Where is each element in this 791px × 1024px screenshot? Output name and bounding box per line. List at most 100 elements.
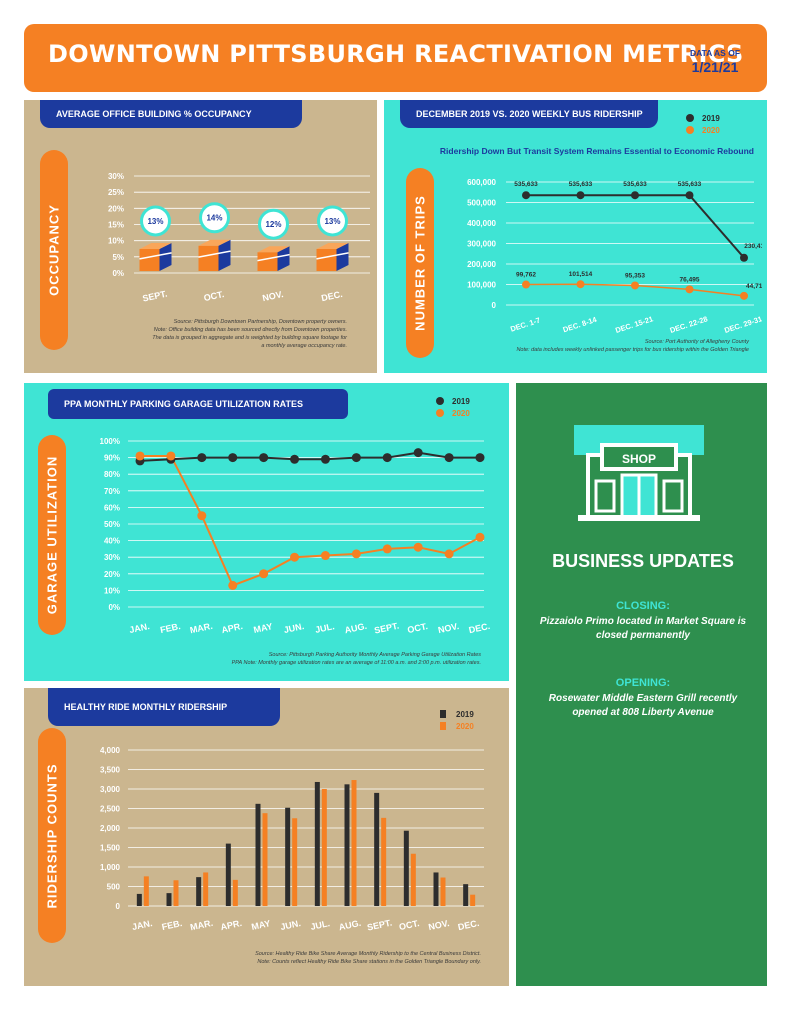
y-tick-label: 500 [107,883,121,892]
bar [403,830,409,906]
data-label: 14% [206,214,222,223]
data-point [522,191,530,200]
data-point [413,542,423,552]
x-tick-label: DEC. 29-31 [723,314,762,335]
data-point [740,253,748,262]
data-point [475,532,485,542]
x-tick-label: DEC. [320,289,343,303]
data-label: 535,633 [623,181,647,188]
y-tick-label: 300,000 [467,240,496,249]
data-point [197,453,207,463]
y-tick-label: 40% [104,537,120,546]
x-tick-label: OCT. [398,918,420,932]
bar [196,877,202,906]
data-point [576,191,585,200]
y-tick-label: 3,500 [100,766,121,775]
bus-ylabel-text: NUMBER OF TRIPS [412,195,428,331]
y-tick-label: 2,000 [100,824,121,833]
bus-subtitle: Ridership Down But Transit System Remain… [439,146,754,156]
x-tick-label: FEB. [159,621,181,635]
data-point [228,453,238,463]
y-tick-label: 0% [108,603,120,612]
y-tick-label: 30% [104,553,120,562]
parking-ylabel: GARAGE UTILIZATION [38,435,66,635]
y-tick-label: 15% [108,221,124,230]
x-tick-label: NOV. [427,918,450,932]
x-tick-label: SEPT. [366,918,393,933]
y-tick-label: 3,000 [100,785,121,794]
bar [440,877,446,906]
x-tick-label: AUG. [344,621,368,635]
parking-source: Source: Pittsburgh Parking Authority Mon… [231,652,481,666]
bar-front [316,248,337,271]
y-tick-label: 0% [112,269,124,278]
data-point [522,280,530,289]
data-point [135,451,145,461]
value-badge [258,208,289,240]
data-label: 44,715 [746,283,762,290]
data-point [631,281,639,290]
y-tick-label: 20% [108,204,124,213]
shop-sign-text: SHOP [622,452,656,466]
data-point [320,551,330,561]
x-tick-label: NOV. [437,621,460,635]
data-point [197,511,207,521]
value-badge [317,205,348,237]
data-point [228,580,238,590]
y-tick-label: 0 [116,902,121,911]
data-label: 12% [265,220,281,229]
y-tick-label: 90% [104,454,120,463]
healthy-ylabel-text: RIDERSHIP COUNTS [44,762,60,909]
business-updates-title: BUSINESS UPDATES [552,551,734,571]
x-tick-label: DEC. 15-21 [614,314,654,335]
bar [143,876,149,906]
y-tick-label: 100,000 [467,281,496,290]
x-tick-label: MAY [253,621,274,635]
bus-source: Source: Port Authority of Allegheny Coun… [516,339,749,353]
y-tick-label: 400,000 [467,219,496,228]
date-value: 1/21/21 [691,59,739,75]
bar-top [316,242,349,249]
bar-front [198,245,219,271]
data-point [166,451,176,461]
bar [285,807,291,906]
bar-stripe [198,250,231,258]
x-tick-label: JUL. [310,918,331,932]
parking-panel-title: PPA MONTHLY PARKING GARAGE UTILIZATION R… [48,389,348,419]
data-point [576,280,585,289]
legend-2019: 2019 [456,709,474,719]
header-banner: DOWNTOWN PITTSBURGH REACTIVATION METRICS… [24,24,767,92]
bar-stripe [316,252,349,260]
y-tick-label: 1,000 [100,863,121,872]
opening-heading: OPENING: [615,677,671,689]
healthy-ride-panel: HEALTHY RIDE MONTHLY RIDERSHIP 2019 2020… [24,688,509,986]
y-tick-label: 25% [108,188,124,197]
x-tick-label: OCT. [406,621,428,635]
bar-side [218,239,231,271]
office-source: Source: Pittsburgh Downtown Partnership,… [152,319,347,349]
data-label: 535,633 [678,181,702,188]
x-tick-label: SEPT. [142,289,169,304]
office-ylabel: OCCUPANCY [40,150,68,350]
business-updates-panel: SHOP BUSINESS UPDATES CLOSING: Pizzaiolo… [516,383,767,986]
x-tick-label: MAR. [189,621,214,636]
data-label: 99,762 [516,272,536,279]
bar [314,781,320,906]
bar [166,893,172,906]
bar-front [139,248,160,271]
x-tick-label: NOV. [261,289,284,303]
y-tick-label: 60% [104,503,120,512]
bus-ridership-panel: DECEMBER 2019 VS. 2020 WEEKLY BUS RIDERS… [384,100,767,373]
bar [410,853,416,906]
data-point [351,453,361,463]
value-badge [199,202,230,234]
x-tick-label: APR. [220,918,243,932]
bar [344,784,350,906]
opening-text: Rosewater Middle Eastern Grill recently … [548,693,738,718]
data-label: 13% [147,217,163,226]
series-line [140,454,481,587]
data-point [631,191,639,200]
y-tick-label: 1,500 [100,844,121,853]
data-label: 535,633 [514,181,538,188]
y-tick-label: 30% [108,172,124,181]
